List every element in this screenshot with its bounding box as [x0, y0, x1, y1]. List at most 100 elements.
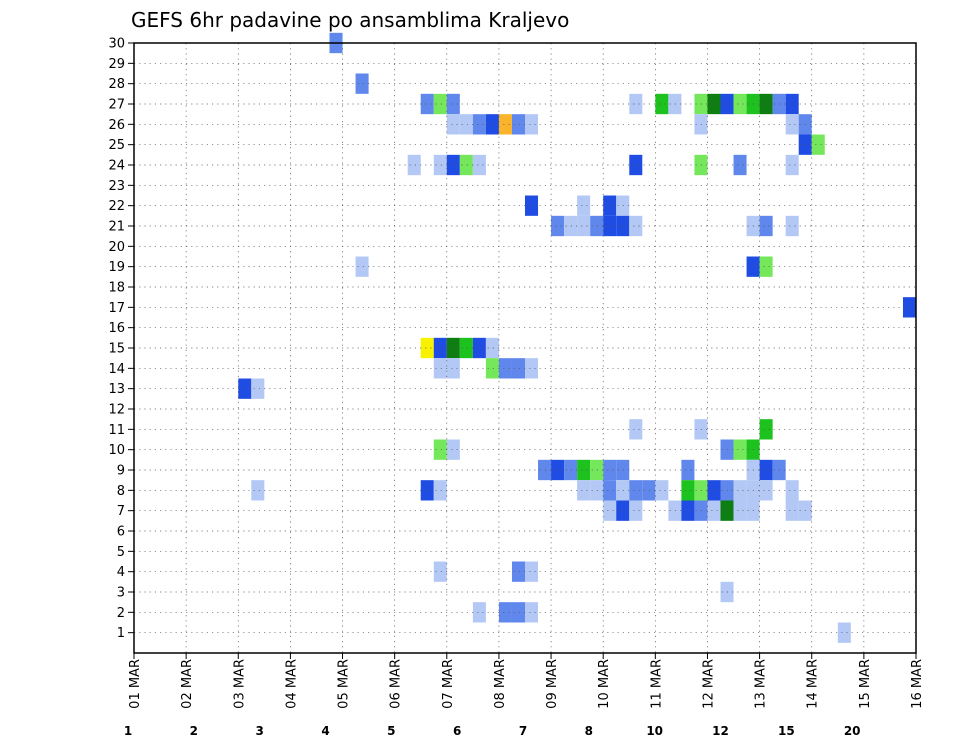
- xtick-label-4: 05 MAR: [337, 659, 352, 709]
- xtick-label-13: 14 MAR: [806, 659, 821, 709]
- cell-member-21-45: [603, 215, 617, 237]
- cell-member-15-59: [472, 337, 486, 359]
- cell-member-10-73: [446, 439, 460, 460]
- cell-member-22-38: [577, 195, 591, 216]
- cell-member-15-57: [446, 337, 460, 359]
- plot-frame: [133, 42, 917, 654]
- cell-member-8-98: [681, 480, 695, 501]
- xtick-label-0: 01 MAR: [128, 659, 143, 709]
- cell-member-28-1: [355, 73, 369, 94]
- cell-member-8-97: [655, 480, 669, 501]
- cell-member-22-40: [616, 195, 630, 216]
- cell-member-24-33: [629, 154, 643, 176]
- cell-member-14-64: [498, 358, 512, 379]
- xtick-label-7: 08 MAR: [493, 659, 508, 709]
- ytick-label-26: 26: [108, 118, 125, 133]
- cell-member-15-60: [485, 337, 499, 359]
- cell-member-9-79: [564, 459, 578, 481]
- cell-member-27-13: [759, 93, 773, 115]
- cell-member-7-108: [629, 500, 643, 521]
- cell-member-14-61: [433, 358, 447, 379]
- cell-member-14-66: [525, 358, 539, 379]
- cell-member-24-35: [733, 154, 747, 176]
- cell-member-8-90: [433, 480, 447, 501]
- xtick-label-10: 11 MAR: [649, 659, 664, 709]
- legend-label-2: 3: [255, 724, 263, 738]
- ytick-label-3: 3: [117, 586, 125, 601]
- cell-member-7-112: [707, 500, 721, 521]
- cell-member-21-47: [629, 215, 643, 237]
- ytick-label-23: 23: [108, 179, 125, 194]
- xtick-label-8: 09 MAR: [545, 659, 560, 709]
- cell-member-21-43: [577, 215, 591, 237]
- cell-member-8-89: [420, 480, 434, 501]
- xtick-label-9: 10 MAR: [597, 659, 612, 709]
- cell-member-8-92: [590, 480, 604, 501]
- cell-member-1-126: [837, 622, 851, 643]
- legend-label-10: 15: [778, 724, 795, 738]
- cell-member-25-27: [811, 134, 825, 155]
- cell-member-13-67: [238, 378, 252, 399]
- cell-member-9-84: [681, 459, 695, 481]
- ytick-label-28: 28: [108, 77, 125, 92]
- cell-member-26-20: [498, 114, 512, 135]
- cell-member-9-80: [577, 459, 591, 481]
- cell-member-21-50: [785, 215, 799, 237]
- cell-member-26-24: [785, 114, 799, 135]
- xtick-label-12: 13 MAR: [754, 659, 769, 709]
- cell-member-4-118: [433, 561, 447, 582]
- cell-member-7-116: [785, 500, 799, 521]
- cell-member-7-107: [616, 500, 630, 521]
- ytick-label-1: 1: [117, 626, 125, 641]
- ytick-label-7: 7: [117, 504, 125, 519]
- cell-member-9-86: [759, 459, 773, 481]
- cell-member-8-105: [785, 480, 799, 501]
- cell-member-26-16: [446, 114, 460, 135]
- ytick-label-11: 11: [108, 423, 125, 438]
- ytick-label-24: 24: [108, 159, 125, 174]
- cell-member-8-94: [616, 480, 630, 501]
- legend: 1 2 3 4 5 6 7 8 10 12 15 20: [124, 724, 861, 738]
- xtick-label-6: 07 MAR: [441, 659, 456, 709]
- xtick-label-14: 15 MAR: [858, 659, 873, 709]
- ytick-label-17: 17: [108, 301, 125, 316]
- cell-member-27-9: [707, 93, 721, 115]
- cell-member-24-28: [407, 154, 421, 176]
- ytick-label-22: 22: [108, 199, 125, 214]
- cell-member-8-95: [629, 480, 643, 501]
- cell-member-21-44: [590, 215, 604, 237]
- x-axis: 01 MAR 02 MAR 03 MAR 04 MAR 05 MAR 06 MAR 07 M…: [128, 653, 925, 709]
- cell-member-27-4: [446, 93, 460, 115]
- cell-member-15-56: [433, 337, 447, 359]
- cell-member-2-123: [498, 602, 512, 623]
- cell-member-9-81: [590, 459, 604, 481]
- ytick-label-8: 8: [117, 484, 125, 499]
- cell-member-7-114: [733, 500, 747, 521]
- chart-title: GEFS 6hr padavine po ansamblima Kraljevo: [131, 8, 569, 32]
- cell-member-9-78: [551, 459, 565, 481]
- cell-member-15-55: [420, 337, 434, 359]
- cell-member-27-6: [655, 93, 669, 115]
- legend-label-0: 1: [124, 724, 132, 738]
- xtick-label-3: 04 MAR: [284, 659, 299, 709]
- ytick-label-9: 9: [117, 464, 125, 479]
- ytick-label-2: 2: [117, 606, 125, 621]
- grid-layer: [133, 42, 917, 653]
- legend-label-8: 10: [646, 724, 663, 738]
- cell-member-26-22: [525, 114, 539, 135]
- cell-member-27-11: [733, 93, 747, 115]
- cell-member-13-68: [251, 378, 265, 399]
- ytick-label-12: 12: [108, 403, 125, 418]
- cell-member-19-51: [355, 256, 369, 277]
- cell-member-15-58: [459, 337, 473, 359]
- cell-member-21-42: [564, 215, 578, 237]
- xtick-label-15: 16 MAR: [910, 659, 925, 709]
- legend-label-6: 7: [519, 724, 527, 738]
- cell-member-14-65: [511, 358, 525, 379]
- xtick-label-2: 03 MAR: [232, 659, 247, 709]
- cell-member-8-100: [707, 480, 721, 501]
- cell-member-10-72: [433, 439, 447, 460]
- ytick-label-21: 21: [108, 220, 125, 235]
- ytick-label-13: 13: [108, 382, 125, 397]
